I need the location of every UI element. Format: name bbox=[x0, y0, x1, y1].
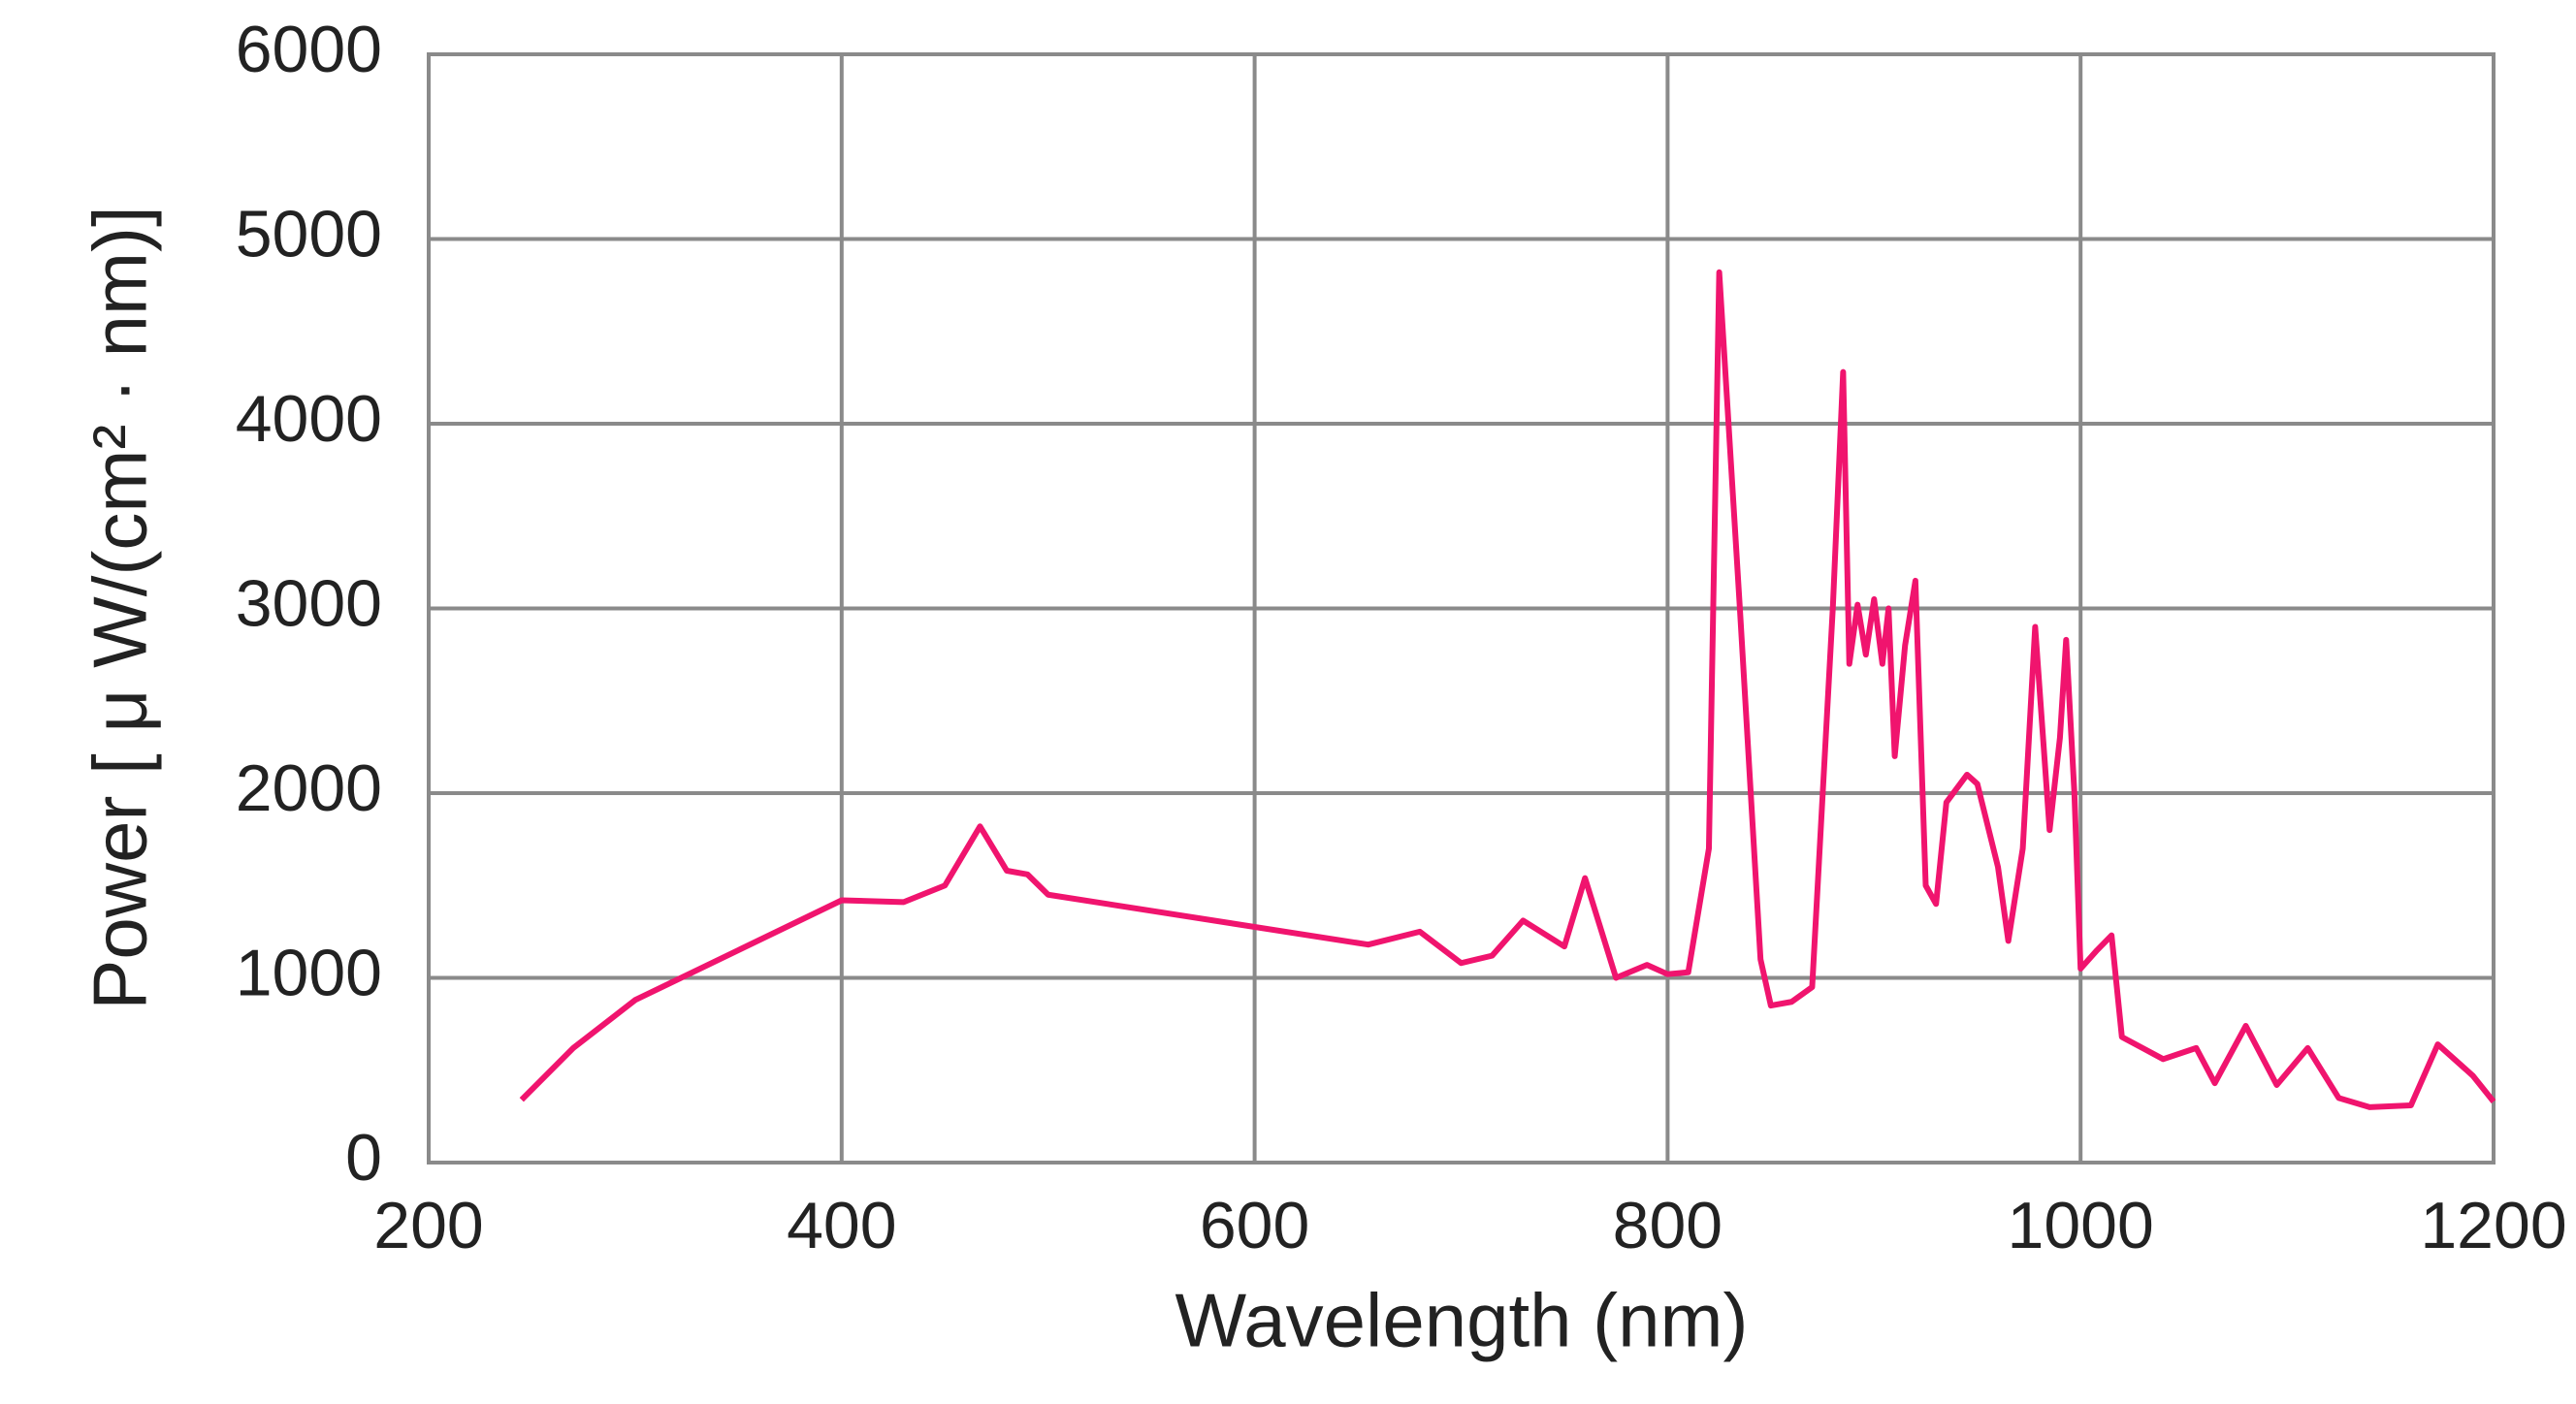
y-tick-label: 5000 bbox=[236, 197, 382, 271]
y-tick-label: 1000 bbox=[236, 936, 382, 1009]
x-tick-label: 1000 bbox=[2008, 1189, 2154, 1262]
x-axis-title: Wavelength (nm) bbox=[1175, 1278, 1749, 1363]
y-axis-title: Power [ μ W/(cm² · nm)] bbox=[78, 206, 163, 1009]
y-tick-label: 4000 bbox=[236, 382, 382, 456]
x-tick-label: 600 bbox=[1200, 1189, 1309, 1262]
y-tick-label: 6000 bbox=[236, 13, 382, 86]
plot-frame bbox=[427, 52, 2496, 1165]
y-tick-label: 0 bbox=[345, 1121, 382, 1195]
x-tick-label: 1200 bbox=[2420, 1189, 2566, 1262]
x-tick-label: 800 bbox=[1613, 1189, 1723, 1262]
x-tick-label: 200 bbox=[373, 1189, 483, 1262]
x-tick-label: 400 bbox=[787, 1189, 896, 1262]
data-line bbox=[519, 269, 2496, 1110]
y-tick-label: 3000 bbox=[236, 566, 382, 640]
y-tick-label: 2000 bbox=[236, 751, 382, 825]
